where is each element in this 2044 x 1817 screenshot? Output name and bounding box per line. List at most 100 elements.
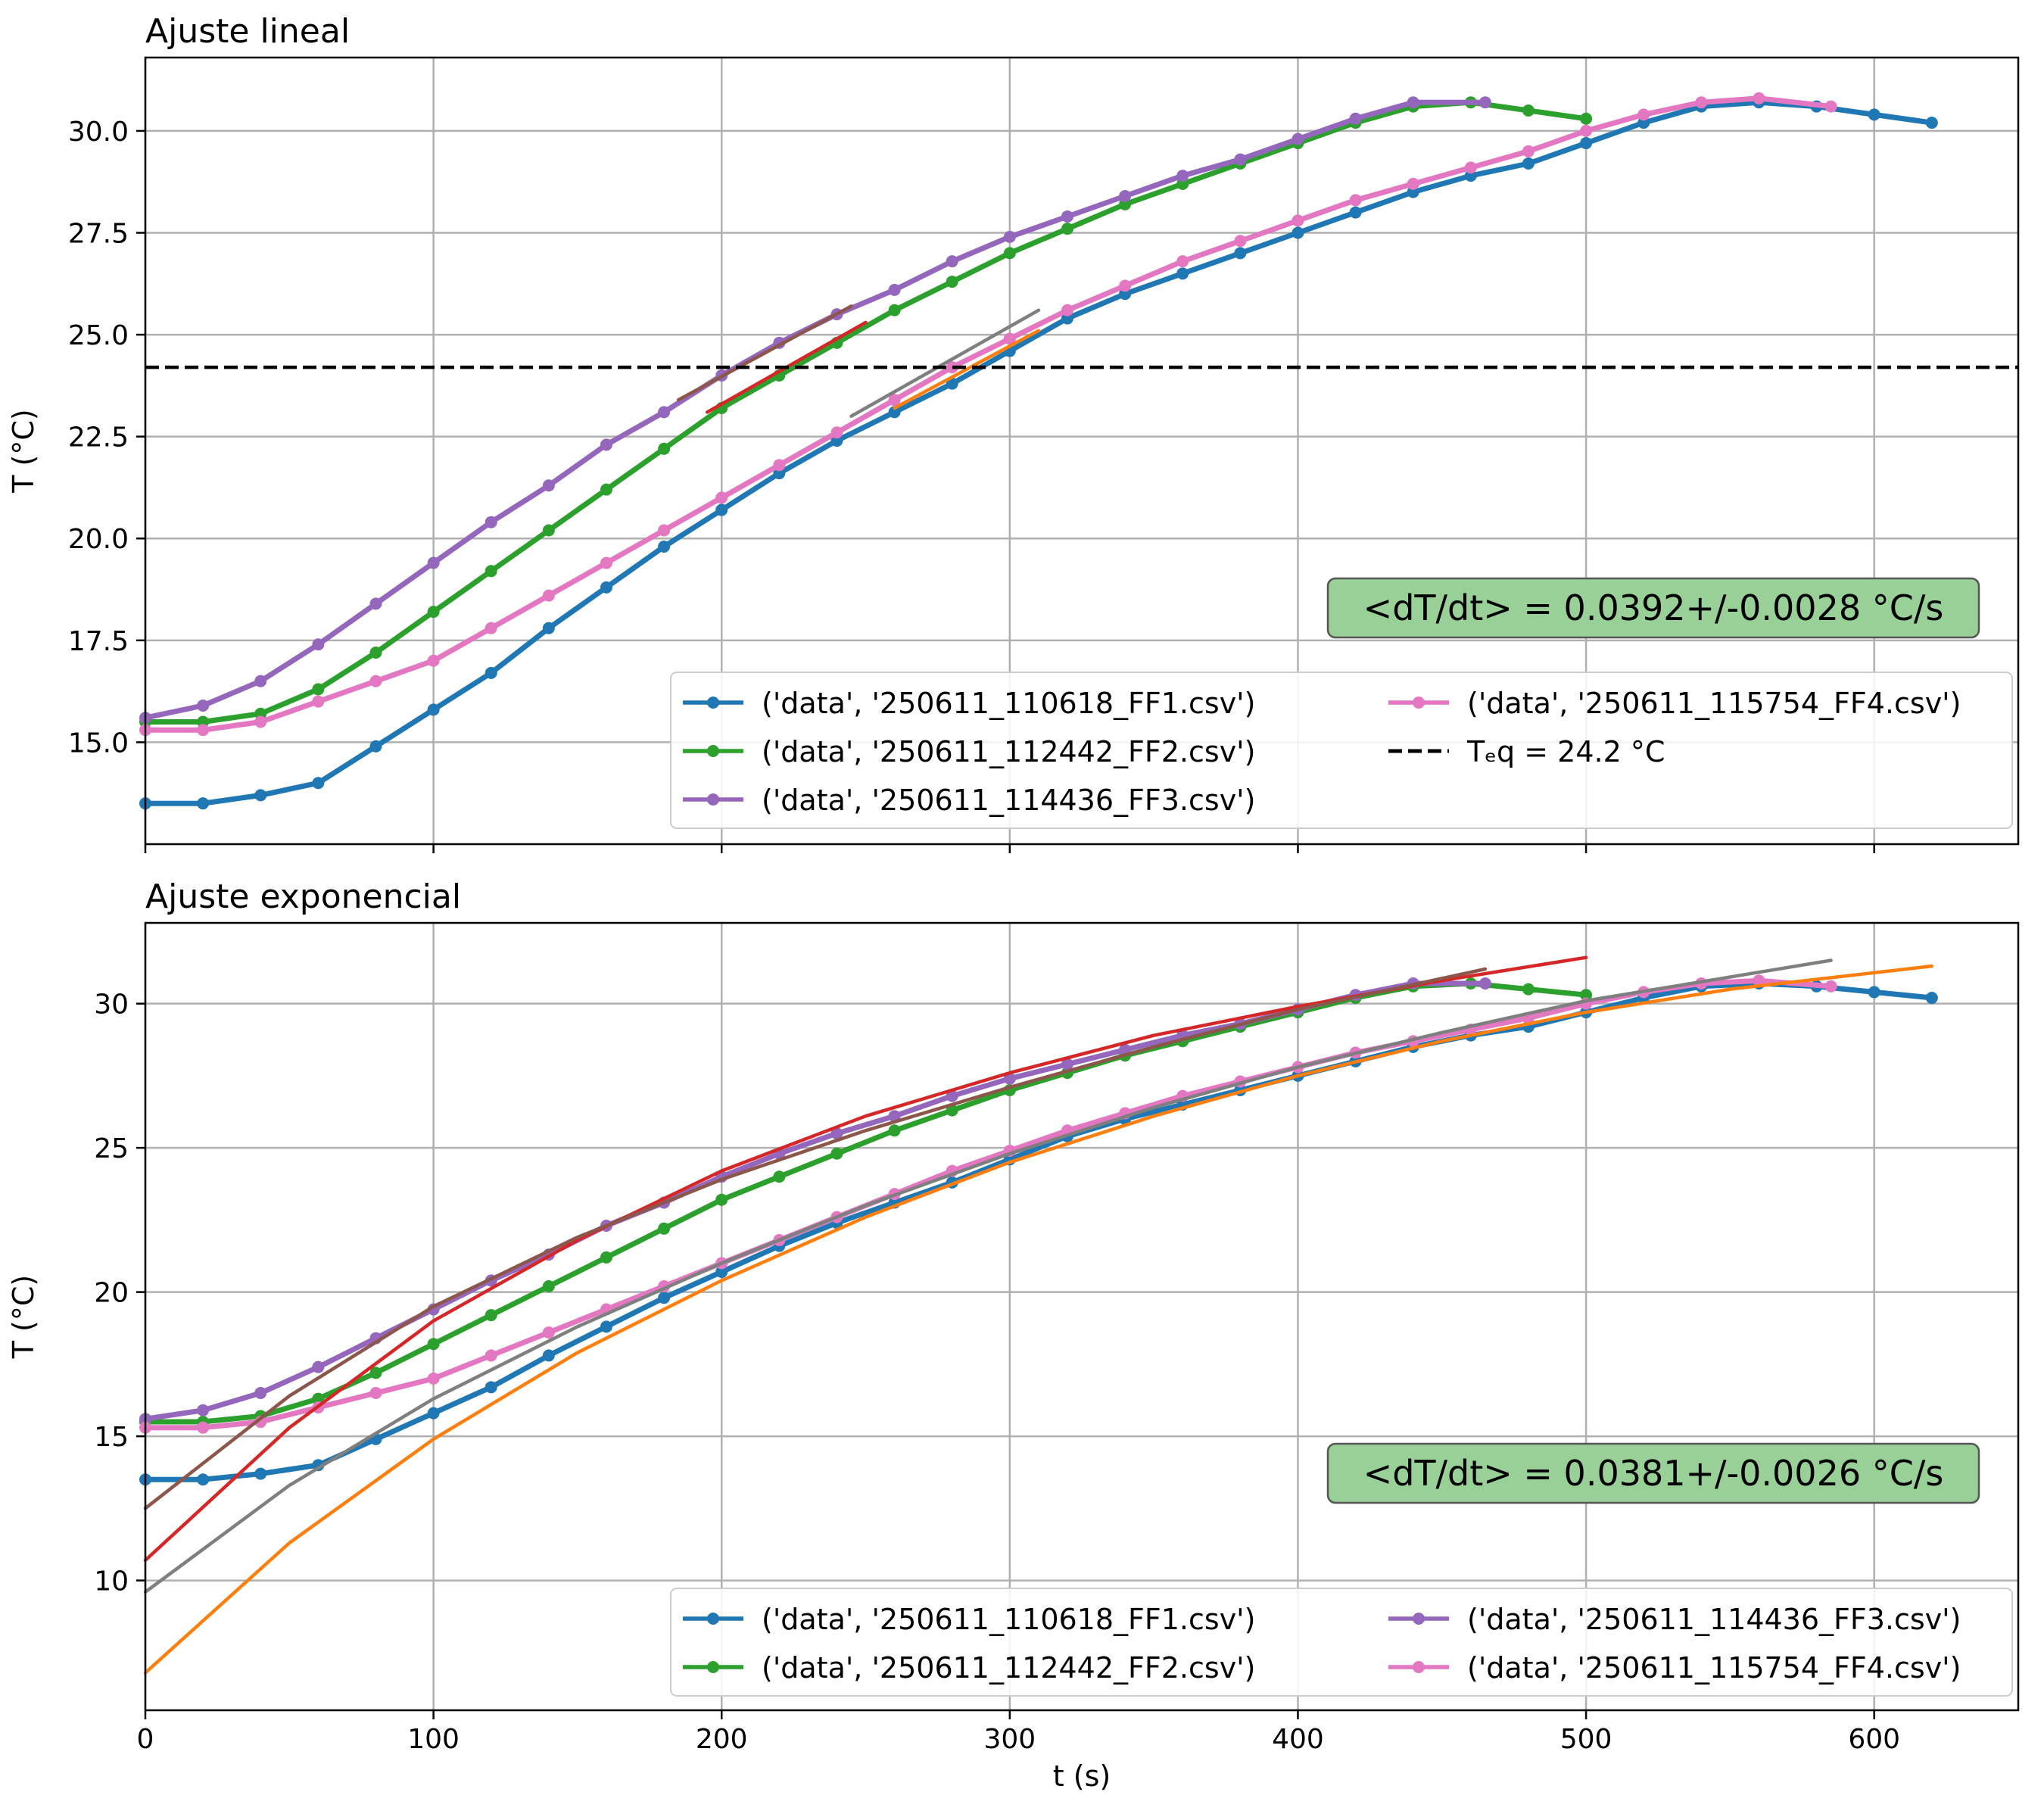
fit-line-4: [849, 308, 1041, 418]
data-point: [427, 556, 440, 569]
legend-frame: [670, 672, 2013, 829]
data-point: [1176, 255, 1189, 268]
x-tick-label: 500: [1560, 1724, 1612, 1755]
data-point: [1349, 206, 1362, 219]
data-point: [1234, 235, 1247, 248]
axes-frame: [144, 921, 2020, 1712]
data-point: [1925, 117, 1938, 129]
chart-title: Ajuste exponencial: [145, 877, 461, 916]
legend-entry: ('data', '250611_114436_FF3.csv'): [683, 784, 1255, 817]
fit-line-2: [143, 967, 1488, 1510]
annotation-text: <dT/dt> = 0.0392+/-0.0028 °C/s: [1363, 587, 1944, 628]
data-point: [369, 1367, 382, 1379]
legend: ('data', '250611_110618_FF1.csv') ('data'…: [670, 1588, 2013, 1697]
data-point: [1824, 980, 1837, 993]
y-axis-label: T (°C): [7, 1275, 40, 1359]
data-point: [888, 1124, 901, 1137]
data-point: [888, 304, 901, 316]
data-point: [830, 1147, 843, 1160]
legend-label: ('data', '250611_112442_FF2.csv'): [762, 735, 1255, 768]
data-point: [1407, 177, 1419, 190]
data-point: [369, 1386, 382, 1399]
legend-label: ('data', '250611_112442_FF2.csv'): [762, 1651, 1255, 1685]
data-series-3: [139, 96, 1491, 725]
fit-line-2: [676, 304, 853, 402]
data-point: [1119, 279, 1132, 292]
y-tick-label: 27.5: [68, 218, 129, 249]
data-point: [542, 589, 555, 602]
legend-frame: [670, 1588, 2013, 1697]
legend-marker: [707, 793, 719, 806]
series-line: [142, 99, 1935, 806]
series-line: [142, 977, 1834, 1431]
fit-line-3: [893, 329, 1041, 410]
data-point: [888, 394, 901, 407]
y-tick-label: 10: [94, 1566, 129, 1597]
data-point: [658, 524, 671, 537]
series-line: [142, 980, 1488, 1422]
y-tick-label: 20: [94, 1278, 129, 1309]
data-point: [1234, 153, 1247, 166]
data-point: [600, 1251, 612, 1264]
series-line: [142, 99, 1488, 721]
legend-entry: ('data', '250611_110618_FF1.csv'): [683, 687, 1255, 720]
legend-entry: ('data', '250611_110618_FF1.csv'): [683, 1603, 1255, 1636]
data-point: [197, 1473, 210, 1486]
data-point: [1637, 108, 1650, 121]
data-point: [197, 1421, 210, 1434]
legend-marker: [1413, 697, 1425, 709]
data-point: [485, 622, 497, 634]
legend-label: ('data', '250611_115754_FF4.csv'): [1467, 687, 1961, 720]
data-point: [1522, 157, 1535, 170]
data-point: [600, 556, 612, 569]
data-point: [888, 1110, 901, 1123]
data-point: [1522, 145, 1535, 157]
data-point: [485, 1381, 497, 1394]
data-point: [197, 797, 210, 810]
data-point: [1868, 986, 1880, 999]
data-point: [485, 1309, 497, 1322]
data-point: [1868, 108, 1880, 121]
data-point: [369, 740, 382, 753]
data-point: [1349, 112, 1362, 125]
data-point: [830, 426, 843, 439]
panel-ajuste-exponencial: 0 100 200 300 400 500 600 10 15 20 25 30 Ajuste ex…: [7, 877, 2020, 1793]
panel-ajuste-lineal: 15.0 17.5 20.0 22.5 25.0 27.5 30.0 Ajuste line…: [7, 12, 2020, 853]
y-tick-label: 17.5: [68, 626, 129, 657]
data-point: [773, 459, 786, 472]
data-point: [600, 1320, 612, 1333]
data-point: [427, 654, 440, 667]
data-point: [1003, 332, 1016, 345]
series-line: [849, 308, 1041, 418]
x-tick-label: 400: [1272, 1724, 1324, 1755]
data-point: [485, 516, 497, 528]
legend-label: Tₑq = 24.2 °C: [1466, 735, 1665, 768]
legend-label: ('data', '250611_114436_FF3.csv'): [762, 784, 1255, 817]
data-point: [369, 646, 382, 659]
data-point: [1061, 223, 1073, 235]
legend-entry: ('data', '250611_112442_FF2.csv'): [683, 1651, 1255, 1685]
annotation-box: <dT/dt> = 0.0392+/-0.0028 °C/s: [1326, 577, 1980, 639]
data-point: [427, 1407, 440, 1420]
data-point: [1478, 96, 1491, 109]
fit-line-4: [143, 958, 1833, 1594]
data-point: [715, 503, 728, 516]
data-point: [946, 255, 958, 268]
data-point: [254, 715, 267, 728]
data-point: [1580, 124, 1593, 137]
y-axis-label: T (°C): [7, 409, 40, 493]
data-point: [312, 777, 325, 790]
data-point: [715, 491, 728, 504]
data-point: [1753, 974, 1765, 987]
series-line: [143, 958, 1833, 1594]
data-point: [485, 565, 497, 578]
x-tick-label: 200: [696, 1724, 748, 1755]
data-point: [1003, 247, 1016, 260]
data-point: [1753, 92, 1765, 104]
data-point: [658, 541, 671, 553]
legend-label: ('data', '250611_115754_FF4.csv'): [1467, 1651, 1961, 1685]
data-series-1: [139, 977, 1938, 1486]
data-point: [888, 283, 901, 296]
data-point: [427, 1338, 440, 1351]
data-point: [1478, 977, 1491, 990]
